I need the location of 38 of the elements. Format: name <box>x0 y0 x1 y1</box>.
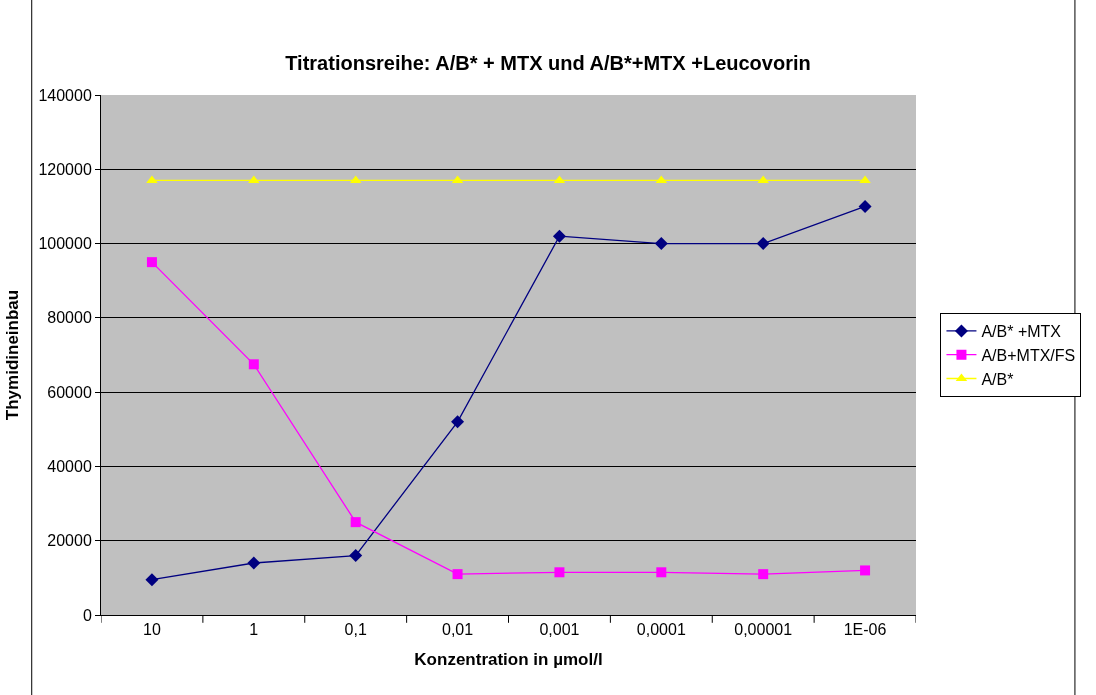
x-axis-title: Konzentration in µmol/l <box>414 649 603 669</box>
point <box>758 569 769 580</box>
legend-label: A/B+MTX/FS <box>981 346 1076 364</box>
y-tick-label: 120000 <box>38 160 92 178</box>
chart-title: Titrationsreihe: A/B* + MTX und A/B*+MTX +Leucovorin <box>285 51 811 74</box>
y-tick-label: 140000 <box>38 86 92 104</box>
point <box>349 549 363 563</box>
x-tick-label: 10 <box>143 621 161 639</box>
x-tick-label: 0,0001 <box>636 621 686 639</box>
legend-label: A/B* +MTX <box>981 323 1062 341</box>
point <box>247 556 261 570</box>
x-tick-label: 0,01 <box>441 621 474 639</box>
point <box>350 517 361 528</box>
point <box>145 573 159 587</box>
x-tick-label: 0,001 <box>539 621 580 639</box>
legend-label: A/B* <box>981 370 1014 388</box>
x-tick-label: 1E-06 <box>843 621 887 639</box>
point <box>146 257 157 268</box>
x-tick-label: 0,00001 <box>734 621 793 639</box>
point <box>756 237 770 251</box>
point <box>452 569 463 580</box>
y-tick-label: 100000 <box>38 235 92 253</box>
x-tick-label: 0,1 <box>344 621 367 639</box>
y-tick-label: 40000 <box>47 458 92 476</box>
point <box>654 237 668 251</box>
x-tick-label: 1 <box>249 621 259 639</box>
y-tick-label: 0 <box>82 606 92 624</box>
y-tick-label: 60000 <box>47 383 92 401</box>
point <box>656 567 667 578</box>
point <box>860 565 871 576</box>
y-axis-title: Thymidineinbau <box>2 289 22 421</box>
point <box>552 229 566 243</box>
y-tick-label: 20000 <box>47 532 92 550</box>
point <box>248 359 259 370</box>
point <box>451 415 465 429</box>
y-tick-label: 80000 <box>47 309 92 327</box>
point <box>858 199 872 213</box>
point <box>554 567 565 578</box>
